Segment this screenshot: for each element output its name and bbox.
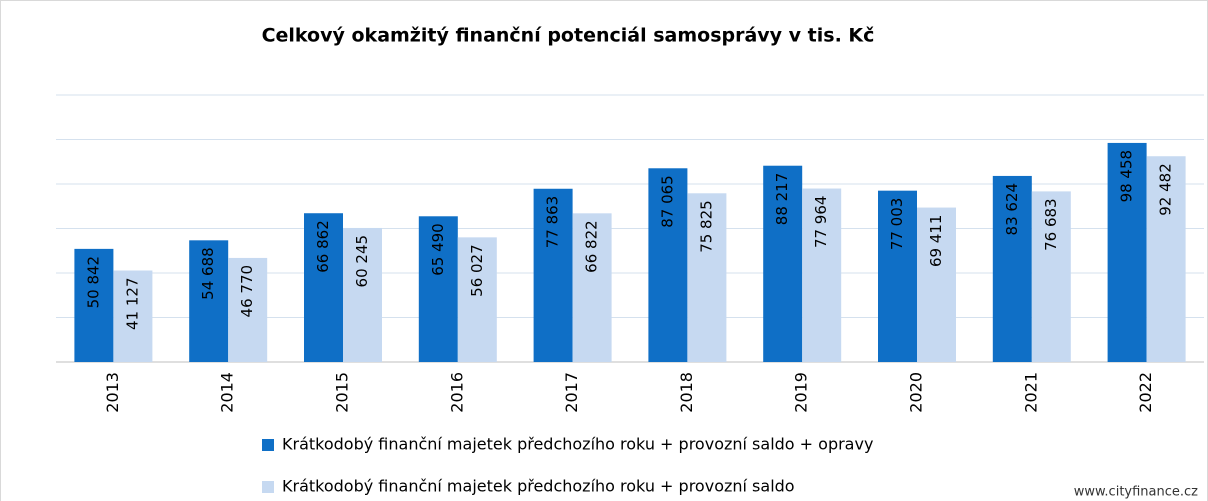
value-label: 54 688: [199, 247, 217, 300]
bar: [457, 237, 497, 362]
bar: [1107, 142, 1147, 362]
legend-marker: [262, 439, 274, 451]
value-label: 60 245: [353, 235, 371, 288]
value-label: 50 842: [84, 256, 102, 309]
value-label: 87 065: [658, 175, 676, 228]
value-label: 69 411: [927, 215, 945, 268]
value-label: 76 683: [1042, 198, 1060, 251]
x-tick-label: 2022: [1136, 372, 1155, 413]
bar: [1031, 191, 1071, 362]
legend-label: Krátkodobý finanční majetek předchozího …: [282, 435, 873, 454]
x-tick-label: 2021: [1021, 372, 1040, 413]
chart-title: Celkový okamžitý finanční potenciál samo…: [262, 25, 875, 47]
value-label: 88 217: [773, 173, 791, 226]
legend-marker: [262, 481, 274, 493]
value-label: 66 862: [314, 220, 332, 273]
x-tick-label: 2019: [792, 372, 811, 413]
bar: [418, 216, 458, 362]
value-label: 92 482: [1157, 163, 1175, 216]
bar: [533, 188, 573, 362]
value-label: 98 458: [1118, 150, 1136, 203]
bar: [687, 193, 727, 362]
x-tick-label: 2016: [447, 372, 466, 413]
value-label: 66 822: [583, 220, 601, 273]
value-label: 65 490: [429, 223, 447, 275]
bar: [304, 213, 343, 362]
x-tick-label: 2017: [562, 372, 581, 413]
source: www.cityfinance.cz: [1074, 485, 1198, 500]
bar: [228, 257, 268, 362]
value-label: 75 825: [697, 200, 715, 253]
value-label: 56 027: [468, 244, 486, 296]
bar: [113, 270, 153, 362]
bar: [802, 188, 842, 362]
bar: [343, 227, 382, 362]
value-label: 77 964: [812, 196, 830, 249]
bar: [1146, 156, 1186, 362]
bar: [763, 165, 803, 362]
value-label: 77 003: [888, 198, 906, 251]
bar: [917, 207, 956, 362]
bar: [74, 248, 114, 362]
bar: [648, 168, 688, 362]
x-tick-label: 2014: [218, 372, 237, 413]
legend-label: Krátkodobý finanční majetek předchozího …: [282, 477, 795, 496]
x-tick-label: 2020: [907, 372, 926, 413]
value-label: 41 127: [123, 277, 141, 330]
x-tick-label: 2018: [677, 372, 696, 413]
bar: [878, 190, 917, 362]
value-label: 83 624: [1003, 183, 1021, 236]
value-label: 77 863: [544, 196, 562, 249]
value-label: 46 770: [238, 265, 256, 318]
bar: [189, 240, 229, 362]
bar: [572, 213, 612, 362]
x-tick-label: 2013: [103, 372, 122, 413]
bar: [992, 175, 1032, 362]
x-tick-label: 2015: [333, 372, 352, 413]
